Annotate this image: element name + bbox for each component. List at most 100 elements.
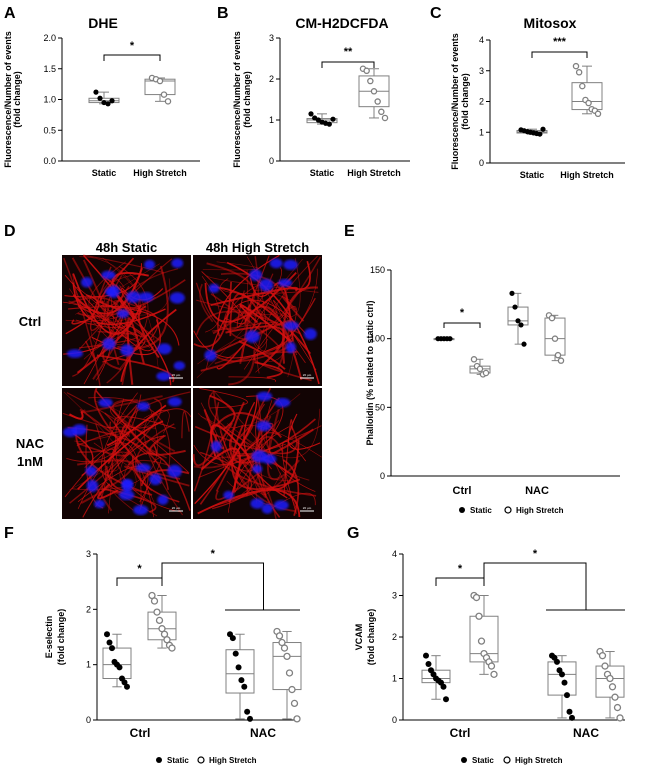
micrograph-image: 20 µm	[62, 254, 191, 386]
box-plot	[571, 62, 603, 118]
nucleus	[261, 503, 273, 514]
actin-fiber	[67, 426, 169, 491]
y-tick-label: 1	[392, 674, 397, 684]
actin-fiber	[124, 465, 190, 487]
nucleus	[157, 343, 172, 355]
significance-label: *	[533, 548, 538, 560]
nucleus	[173, 361, 186, 371]
actin-fiber	[233, 456, 298, 493]
actin-fiber	[63, 257, 101, 386]
actin-fiber	[236, 418, 316, 457]
panel-letter: E	[344, 223, 355, 240]
box-plot	[358, 65, 390, 122]
data-point	[229, 635, 236, 642]
data-point	[109, 98, 115, 104]
nucleus	[274, 398, 291, 408]
y-tick-label: 0.0	[43, 156, 56, 166]
y-tick-label: 2	[86, 604, 91, 614]
x-group-label: NAC	[573, 726, 599, 740]
y-tick-label: 1	[269, 115, 274, 125]
legend-marker-static	[156, 757, 162, 763]
y-tick-label: 4	[392, 549, 397, 559]
actin-fiber	[209, 394, 236, 431]
y-tick-label: 50	[375, 402, 385, 412]
micrograph-image: 20 µm	[62, 387, 192, 519]
significance-label: *	[458, 563, 463, 575]
nucleus	[94, 499, 106, 509]
data-point	[290, 699, 299, 708]
actin-fiber	[72, 273, 142, 335]
y-axis-label: (fold change)	[242, 71, 252, 128]
nucleus	[98, 398, 113, 408]
y-axis-label: Fluorescence/Number of events	[3, 31, 13, 168]
actin-fiber	[220, 278, 302, 295]
micrograph-image: 20 µm	[192, 387, 322, 520]
legend-label-static: Static	[472, 756, 494, 765]
box-plot	[88, 89, 120, 107]
actin-fiber	[230, 445, 267, 499]
significance-bracket	[161, 562, 264, 610]
actin-fiber	[114, 408, 192, 445]
data-point	[155, 616, 164, 625]
significance-label: *	[130, 40, 135, 52]
actin-fiber	[84, 442, 142, 509]
data-point	[487, 662, 496, 670]
box-plot	[102, 631, 132, 690]
nucleus	[66, 349, 83, 358]
data-point	[611, 693, 619, 701]
box-plot	[544, 312, 566, 364]
significance-label: **	[344, 46, 353, 58]
nucleus	[138, 292, 154, 302]
actin-fiber	[68, 410, 84, 420]
data-point	[97, 95, 103, 101]
actin-fiber	[68, 305, 159, 341]
data-point	[566, 708, 573, 715]
data-point	[153, 608, 161, 616]
data-point	[608, 683, 617, 691]
scale-bar-label: 20 µm	[172, 373, 181, 377]
data-point	[285, 669, 294, 677]
data-point	[470, 356, 478, 363]
y-tick-label: 3	[479, 66, 484, 76]
scale-bar-label: 20 µm	[303, 506, 312, 510]
actin-fiber	[222, 425, 322, 468]
nucleus	[144, 259, 156, 270]
data-point	[150, 597, 159, 605]
panel-letter: F	[4, 525, 14, 542]
data-point	[367, 77, 374, 85]
actin-fiber	[77, 305, 145, 338]
actin-fiber	[199, 387, 248, 409]
data-point	[521, 341, 527, 347]
actin-fiber	[83, 254, 165, 274]
x-category-label: Static	[520, 170, 545, 180]
actin-fiber	[71, 316, 96, 325]
data-point	[374, 98, 381, 105]
legend-label-high-stretch: High Stretch	[515, 756, 563, 765]
data-point	[482, 369, 490, 377]
chart-title: DHE	[88, 15, 118, 31]
data-point	[330, 116, 336, 122]
micrograph-column-title: 48h Static	[96, 240, 157, 255]
data-point	[557, 357, 565, 364]
micrograph-column-title: 48h High Stretch	[206, 240, 309, 255]
y-tick-label: 0	[392, 715, 397, 725]
data-point	[476, 365, 484, 373]
nucleus	[105, 287, 117, 297]
actin-fiber	[208, 490, 263, 509]
nucleus	[116, 309, 130, 319]
actin-fiber	[228, 376, 276, 382]
data-point	[440, 683, 447, 690]
box-plot	[144, 74, 176, 105]
actin-fiber	[239, 305, 252, 364]
y-tick-label: 3	[269, 33, 274, 43]
box-iqr	[547, 661, 577, 696]
nucleus	[102, 337, 116, 350]
data-point	[109, 645, 115, 652]
nucleus	[256, 391, 273, 401]
actin-fiber	[105, 465, 124, 492]
legend-label-high-stretch: High Stretch	[516, 506, 564, 515]
actin-fiber	[76, 430, 130, 447]
actin-fiber	[115, 398, 180, 513]
x-group-label: NAC	[525, 485, 549, 497]
